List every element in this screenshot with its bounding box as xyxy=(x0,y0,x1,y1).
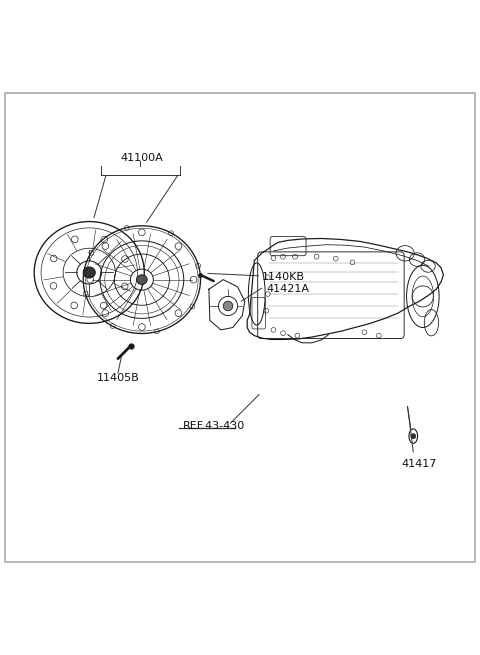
Ellipse shape xyxy=(137,275,147,284)
Circle shape xyxy=(223,301,233,310)
Text: 11405B: 11405B xyxy=(96,373,139,383)
Circle shape xyxy=(411,434,416,439)
Text: REF.43-430: REF.43-430 xyxy=(182,421,245,430)
Text: 41417: 41417 xyxy=(402,459,437,469)
Text: 41421A: 41421A xyxy=(266,284,309,294)
Ellipse shape xyxy=(83,267,96,278)
Text: 1140KB: 1140KB xyxy=(262,272,304,282)
Text: 41100A: 41100A xyxy=(120,153,163,162)
